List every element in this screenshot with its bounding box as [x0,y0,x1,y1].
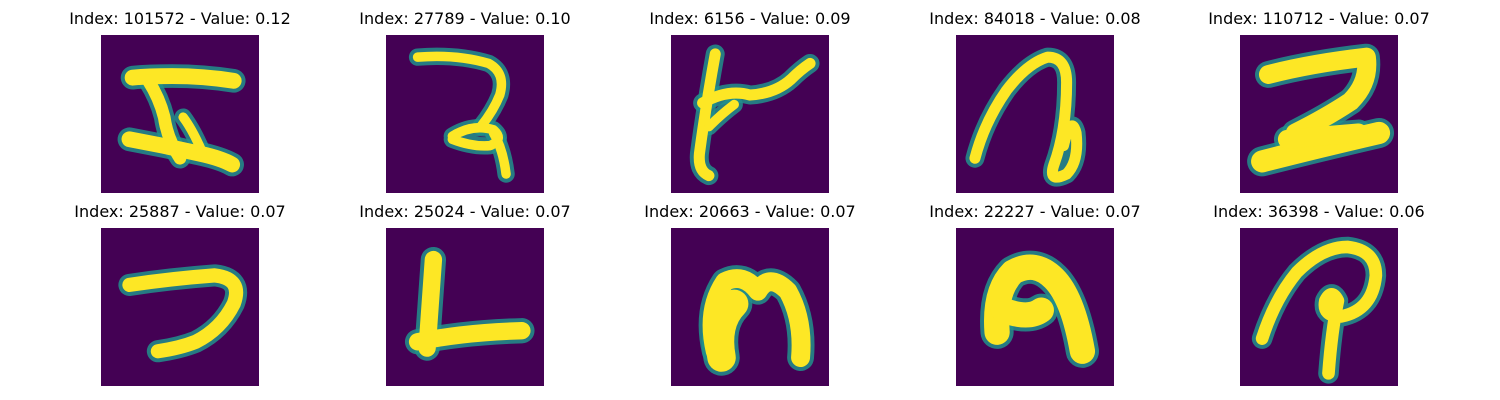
image-panel: Index: 6156 - Value: 0.09 [630,8,870,193]
glyph-stroke [1258,47,1377,143]
glyph-ra-shape-image [386,35,544,193]
panel-title: Index: 6156 - Value: 0.09 [649,9,851,28]
panel-title: Index: 20663 - Value: 0.07 [644,202,856,221]
glyph-stroke [408,322,531,351]
glyph-seven-hook-image [101,228,259,386]
glyph-arch-image [671,228,829,386]
glyph-stroke [702,269,811,368]
glyph-stroke [705,289,749,372]
glyph-stroke [697,57,816,109]
glyph-stroke [969,51,1083,183]
glyph-i-shape-image [101,35,259,193]
image-panel: Index: 25024 - Value: 0.07 [345,201,585,386]
glyph-p-curl-image [1240,228,1398,386]
image-panel: Index: 110712 - Value: 0.07 [1199,8,1439,193]
image-panel: Index: 20663 - Value: 0.07 [630,201,870,386]
panel-title: Index: 110712 - Value: 0.07 [1208,9,1430,28]
panel-title: Index: 25887 - Value: 0.07 [74,202,286,221]
image-panel: Index: 27789 - Value: 0.10 [345,8,585,193]
image-panel: Index: 25887 - Value: 0.07 [60,201,300,386]
glyph-stroke [124,68,242,89]
image-background [386,228,544,386]
glyph-stroke [1277,123,1368,149]
glyph-looped-arch-image [956,35,1114,193]
panel-title: Index: 25024 - Value: 0.07 [359,202,571,221]
glyph-stroke [412,51,507,132]
glyph-z-block-image [1240,35,1398,193]
glyph-stroke [1255,240,1383,380]
glyph-stroke [122,268,244,359]
panel-title: Index: 36398 - Value: 0.06 [1213,202,1425,221]
glyph-stroke [704,99,739,132]
panel-title: Index: 27789 - Value: 0.10 [359,9,571,28]
glyph-thick-arch-image [956,228,1114,386]
glyph-l-shape-image [386,228,544,386]
image-panel: Index: 101572 - Value: 0.12 [60,8,300,193]
glyph-stroke [693,48,721,182]
panel-title: Index: 84018 - Value: 0.08 [929,9,1141,28]
glyph-crossed-stem-image [671,35,829,193]
image-panel: Index: 84018 - Value: 0.08 [915,8,1155,193]
image-panel: Index: 22227 - Value: 0.07 [915,201,1155,386]
image-panel: Index: 36398 - Value: 0.06 [1199,201,1439,386]
glyph-stroke [178,112,207,157]
glyph-stroke [990,297,1054,328]
glyph-stroke [488,128,511,179]
panel-title: Index: 101572 - Value: 0.12 [69,9,291,28]
glyph-stroke [984,254,1096,364]
panel-title: Index: 22227 - Value: 0.07 [929,202,1141,221]
